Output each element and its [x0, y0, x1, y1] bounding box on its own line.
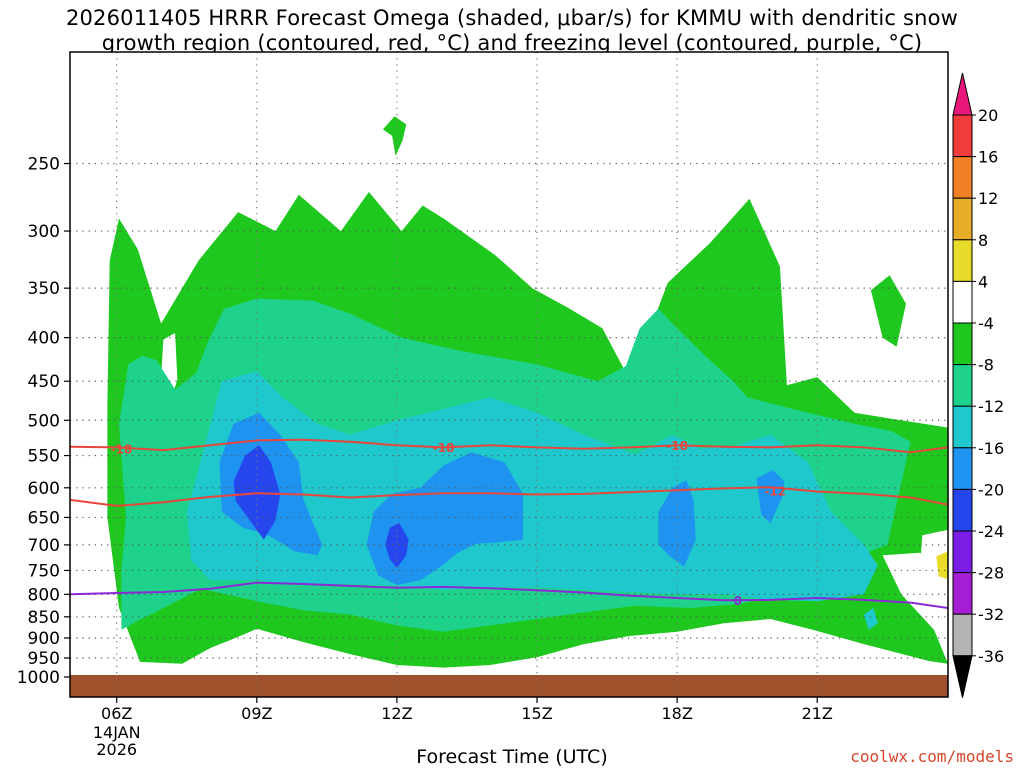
- x-tick-label-21Z: 21Z: [802, 704, 833, 723]
- chart-title-line-1: 2026011405 HRRR Forecast Omega (shaded, …: [65, 6, 959, 30]
- contour-label--18-2: -18: [666, 439, 688, 453]
- colorbar-bin-4: [952, 280, 973, 324]
- colorbar-bin-3: [952, 239, 973, 282]
- colorbar-label-11: -28: [978, 564, 1004, 583]
- colorbar-bin-9: [952, 488, 973, 532]
- colorbar-label-12: -32: [978, 605, 1004, 624]
- colorbar-top-arrow: [952, 72, 973, 116]
- colorbar-bin-1: [952, 156, 973, 199]
- colorbar-bottom-arrow: [952, 655, 973, 698]
- colorbar-label-8: -16: [978, 439, 1004, 458]
- omega-region-neg4-4: [920, 529, 948, 600]
- credit-text: coolwx.com/models: [850, 747, 1014, 766]
- colorbar-bin-10: [952, 530, 973, 574]
- y-axis: 2503003504004505005506006507007508008509…: [17, 155, 70, 688]
- contour-label--18-1: -18: [433, 441, 455, 455]
- y-tick-label-500: 500: [28, 411, 60, 431]
- colorbar-label-13: -36: [978, 647, 1004, 666]
- x-axis-title: Forecast Time (UTC): [416, 746, 608, 768]
- colorbar-bin-6: [952, 364, 973, 407]
- x-date-label-0: 14JAN: [93, 723, 141, 742]
- omega-region-neg24-14: [385, 523, 409, 568]
- x-date-label-1: 2026: [96, 740, 137, 759]
- x-tick-label-15Z: 15Z: [521, 704, 552, 723]
- contour--18: [70, 438, 948, 454]
- y-tick-label-800: 800: [28, 585, 60, 605]
- y-tick-label-650: 650: [28, 508, 60, 528]
- colorbar-bin-11: [952, 572, 973, 615]
- x-tick-label-18Z: 18Z: [661, 704, 692, 723]
- omega-region-neg16-8: [863, 608, 878, 630]
- contour-lines: -18 -18 -18 -12 0: [70, 438, 948, 609]
- x-tick-label-12Z: 12Z: [381, 704, 412, 723]
- y-tick-label-350: 350: [28, 279, 60, 299]
- y-tick-label-450: 450: [28, 372, 60, 392]
- x-tick-label-06Z: 06Z: [101, 704, 132, 723]
- y-tick-label-700: 700: [28, 536, 60, 556]
- contour-label--18-0: -18: [111, 442, 133, 456]
- y-tick-label-750: 750: [28, 561, 60, 581]
- colorbar-label-7: -12: [978, 397, 1004, 416]
- y-tick-label-1000: 1000: [17, 668, 60, 688]
- contour-0: [70, 581, 948, 609]
- y-tick-label-900: 900: [28, 629, 60, 649]
- colorbar-label-0: 20: [978, 106, 998, 125]
- y-tick-label-300: 300: [28, 222, 60, 242]
- y-tick-label-550: 550: [28, 447, 60, 467]
- colorbar-label-3: 8: [978, 231, 988, 250]
- colorbar-bin-5: [952, 322, 973, 366]
- contour-label-0-0: 0: [734, 594, 742, 608]
- colorbar-label-1: 16: [978, 148, 998, 167]
- omega-region-4-5: [936, 551, 948, 580]
- colorbar-bin-12: [952, 613, 973, 657]
- colorbar-label-2: 12: [978, 189, 998, 208]
- colorbar-label-5: -4: [978, 314, 994, 333]
- colorbar: 20 16 12 8 4 -4 -8 -12 -16 -20 -24 -28 -32 -36: [952, 72, 1004, 698]
- colorbar-label-6: -8: [978, 356, 994, 375]
- grid-lines: [70, 52, 948, 697]
- chart-title-line-2: growth region (contoured, red, °C) and f…: [101, 31, 923, 55]
- omega-region-neg8-2: [870, 275, 906, 347]
- omega-region-neg16-7: [186, 371, 878, 602]
- x-tick-label-09Z: 09Z: [241, 704, 272, 723]
- colorbar-bin-8: [952, 447, 973, 490]
- contour-label--12-0: -12: [764, 484, 786, 498]
- omega-shading: [107, 116, 948, 668]
- colorbar-bin-7: [952, 405, 973, 449]
- chart-title: 2026011405 HRRR Forecast Omega (shaded, …: [0, 6, 1024, 56]
- omega-region-neg20-12: [756, 470, 785, 524]
- colorbar-label-10: -24: [978, 522, 1004, 541]
- ground-band: [70, 675, 948, 697]
- omega-region-neg8-1: [382, 116, 407, 156]
- y-tick-label-950: 950: [28, 649, 60, 669]
- colorbar-label-9: -20: [978, 480, 1004, 499]
- contour--12: [70, 486, 948, 507]
- y-tick-label-250: 250: [28, 155, 60, 175]
- y-tick-label-400: 400: [28, 329, 60, 349]
- y-tick-label-850: 850: [28, 608, 60, 628]
- colorbar-label-4: 4: [978, 272, 988, 291]
- plot-frame: [69, 51, 949, 698]
- colorbar-bin-0: [952, 114, 973, 158]
- y-tick-label-600: 600: [28, 479, 60, 499]
- colorbar-bin-2: [952, 197, 973, 241]
- ground-band-rect: [70, 675, 948, 697]
